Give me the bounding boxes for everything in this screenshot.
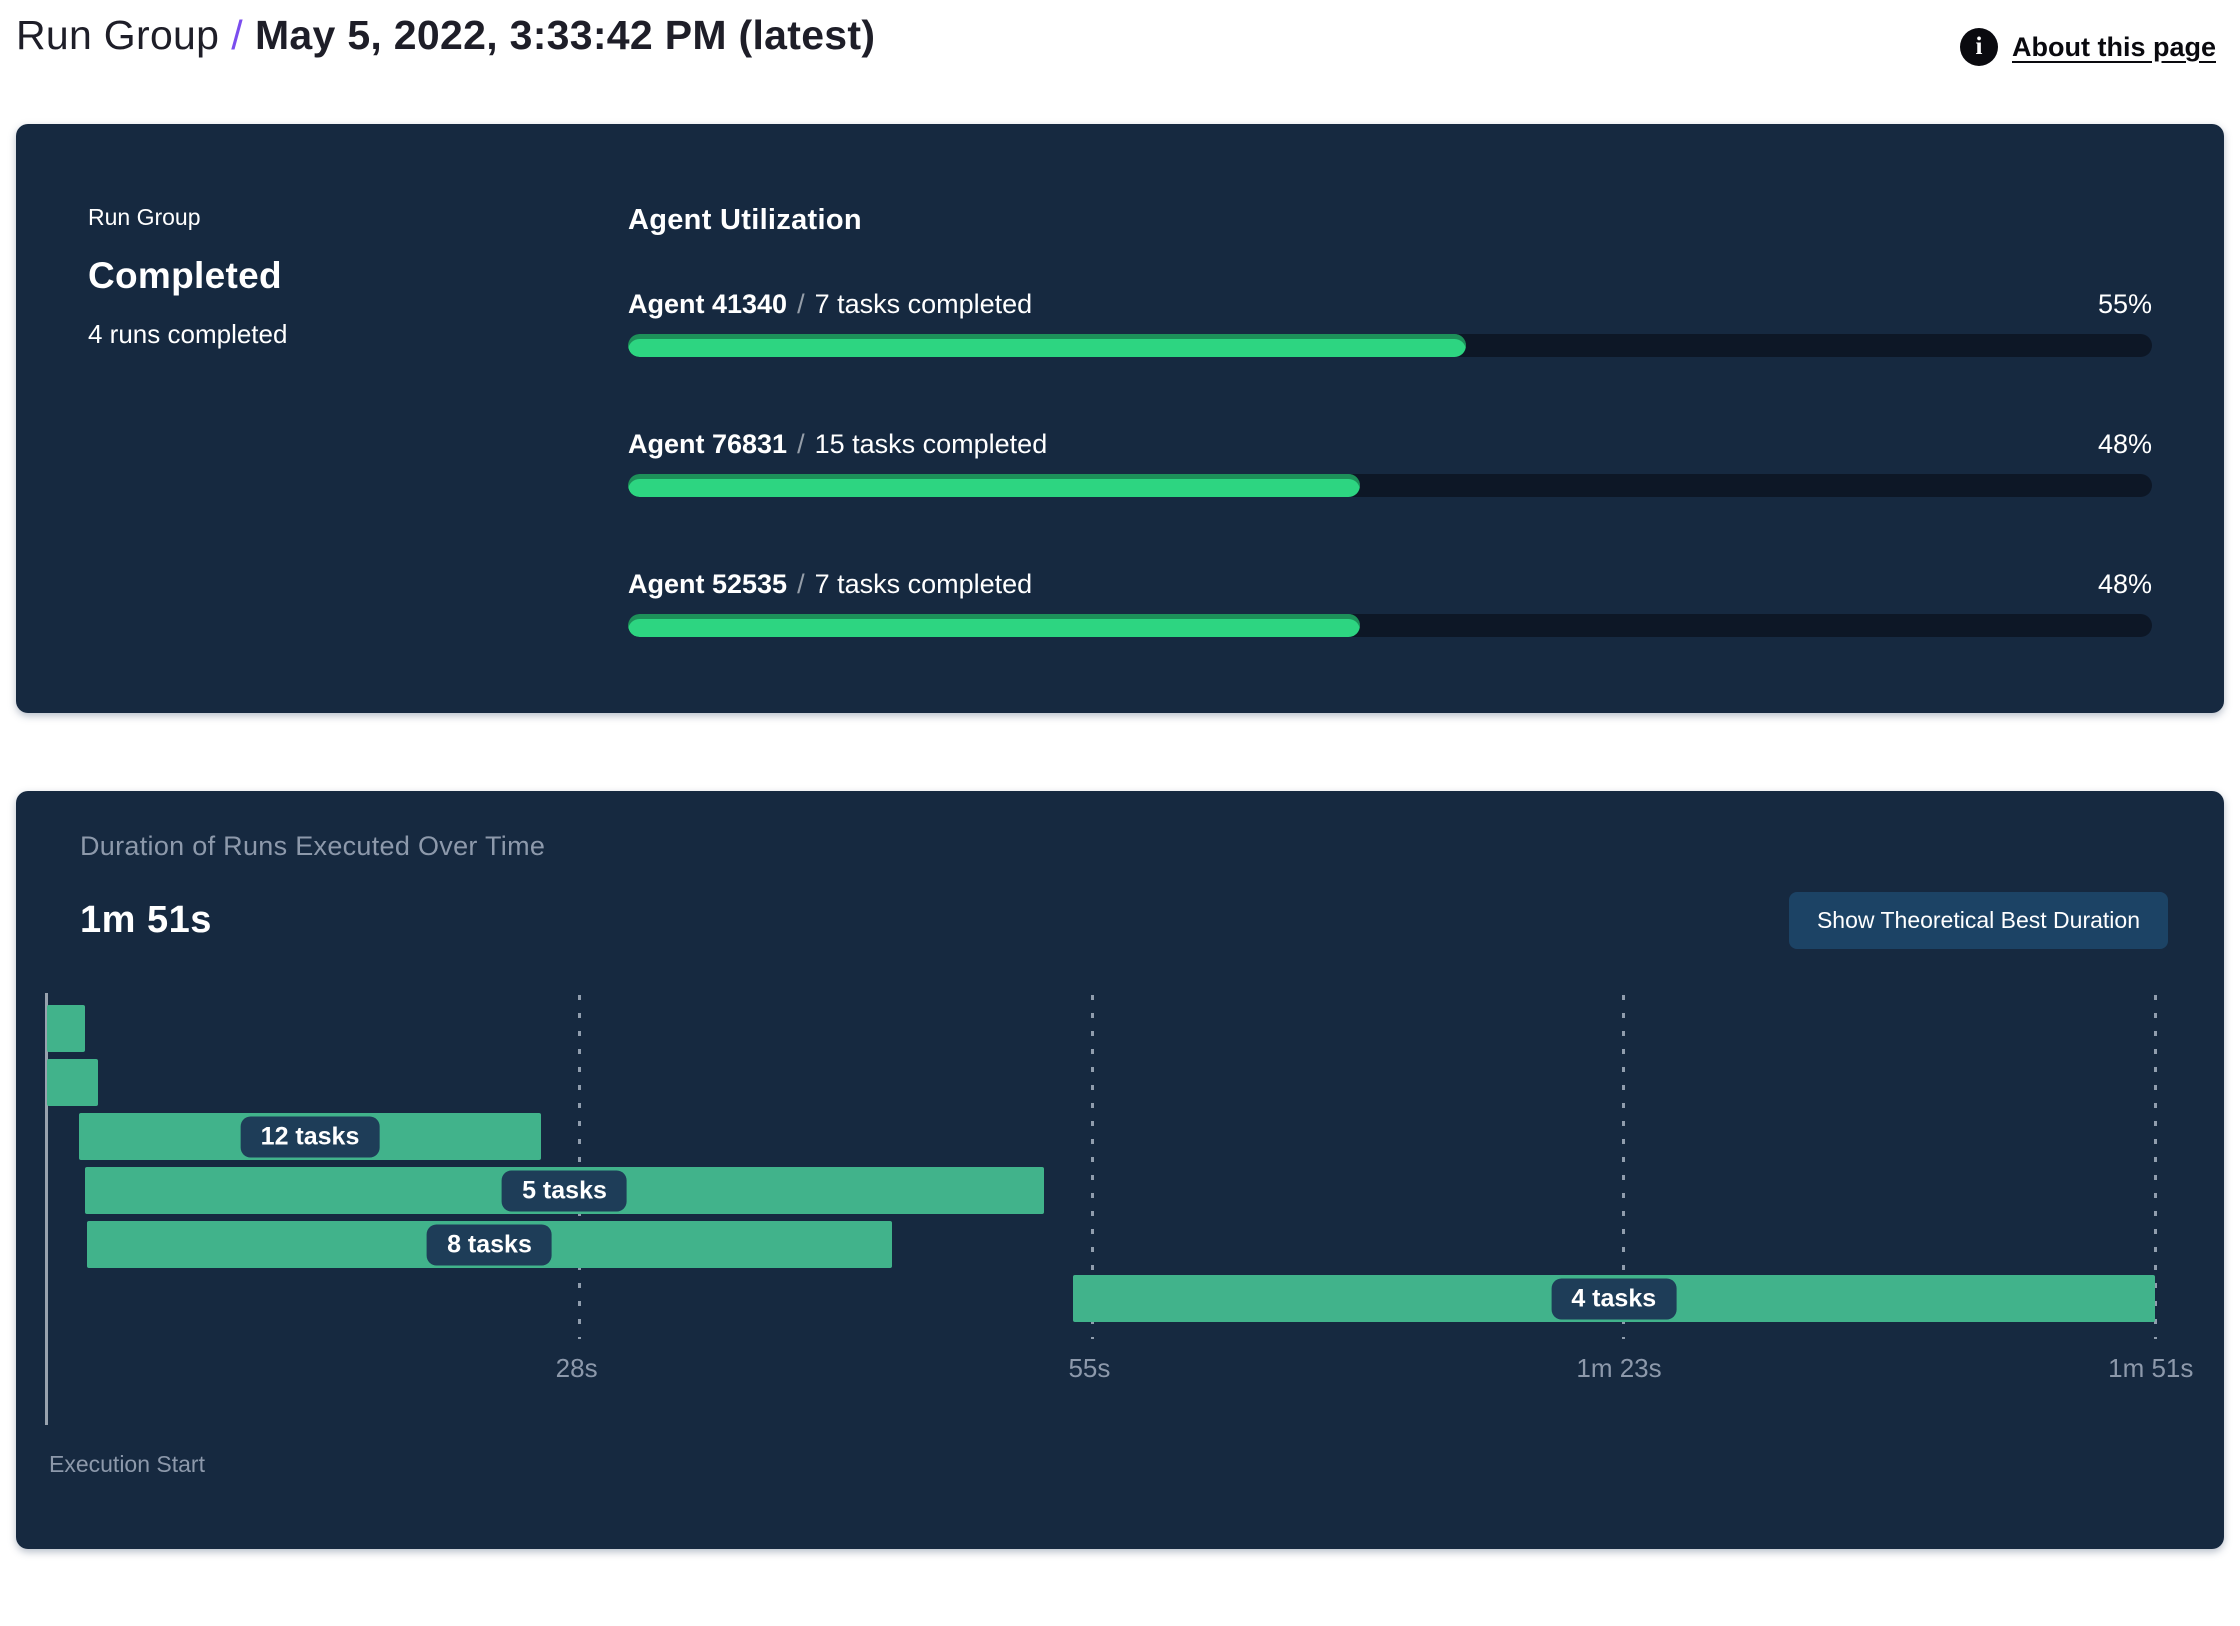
total-duration-value: 1m 51s — [80, 899, 212, 941]
agent-label-line: Agent 41340 / 7 tasks completed 55% — [628, 289, 2152, 320]
agent-utilization-title: Agent Utilization — [628, 204, 862, 236]
gantt-run-bar[interactable]: 5 tasks — [84, 1167, 1044, 1214]
agent-name-separator: / — [797, 569, 805, 599]
agent-description: Agent 41340 / 7 tasks completed — [628, 289, 1032, 320]
show-theoretical-best-duration-button[interactable]: Show Theoretical Best Duration — [1788, 892, 2168, 949]
agent-utilization-percent: 48% — [2097, 569, 2152, 599]
duration-header-row: 1m 51s Show Theoretical Best Duration — [80, 892, 2168, 949]
gantt-bar-task-count-label: 8 tasks — [427, 1224, 552, 1265]
agent-name: Agent 76831 — [628, 429, 788, 459]
agent-tasks-completed: 7 tasks completed — [814, 289, 1033, 319]
agent-utilization-percent: 48% — [2097, 429, 2152, 459]
gantt-axis-tick-label: 1m 51s — [2108, 1353, 2194, 1383]
agent-utilization-row: Agent 76831 / 15 tasks completed 48% — [628, 429, 2152, 497]
agent-utilization-percent: 55% — [2097, 289, 2152, 319]
execution-start-axis-line — [45, 993, 48, 1425]
agent-description: Agent 76831 / 15 tasks completed — [628, 429, 1047, 460]
agent-progress-fill — [628, 474, 1360, 497]
about-this-page-link[interactable]: About this page — [2012, 31, 2216, 62]
gantt-gridline — [1090, 995, 1094, 1339]
agent-progress-track — [628, 334, 2152, 357]
gantt-axis-tick-label: 28s — [555, 1353, 598, 1383]
page-header: Run Group / May 5, 2022, 3:33:42 PM (lates… — [0, 0, 2240, 66]
gantt-run-bar[interactable] — [47, 1005, 85, 1052]
agent-progress-fill — [628, 614, 1360, 637]
gantt-run-bar[interactable]: 8 tasks — [86, 1221, 893, 1268]
agent-utilization-row: Agent 52535 / 7 tasks completed 48% — [628, 569, 2152, 637]
gantt-run-bar[interactable]: 4 tasks — [1072, 1275, 2155, 1322]
gantt-run-bar[interactable] — [47, 1059, 99, 1106]
agent-tasks-completed: 7 tasks completed — [814, 569, 1033, 599]
gantt-bar-task-count-label: 5 tasks — [502, 1170, 627, 1211]
run-group-summary: Run Group Completed 4 runs completed — [88, 204, 628, 643]
gantt-gridline — [2154, 995, 2157, 1339]
duration-chart-title: Duration of Runs Executed Over Time — [80, 831, 546, 861]
agent-progress-track — [628, 614, 2152, 637]
agent-utilization-row: Agent 41340 / 7 tasks completed 55% — [628, 289, 2152, 357]
run-group-label: Run Group — [88, 204, 201, 230]
gantt-axis-tick-label: 1m 23s — [1576, 1353, 1662, 1383]
agent-progress-track — [628, 474, 2152, 497]
agent-name: Agent 52535 — [628, 569, 788, 599]
agent-label-line: Agent 52535 / 7 tasks completed 48% — [628, 569, 2152, 600]
gantt-axis-tick-label: 55s — [1068, 1353, 1111, 1383]
gantt-plot: Execution Start 28s 55s 1m 23s 1m 51s 12 tas… — [45, 993, 2193, 1505]
agent-name-separator: / — [797, 429, 805, 459]
execution-start-label: Execution Start — [49, 1451, 205, 1477]
gantt-run-bar[interactable]: 12 tasks — [79, 1113, 541, 1160]
agent-name-separator: / — [797, 289, 805, 319]
agent-name: Agent 41340 — [628, 289, 788, 319]
breadcrumb-separator: / — [231, 12, 243, 58]
agent-utilization-section: Agent Utilization Agent 41340 / 7 tasks co… — [628, 204, 2152, 643]
info-icon[interactable]: i — [1960, 28, 1998, 66]
agent-label-line: Agent 76831 / 15 tasks completed 48% — [628, 429, 2152, 460]
run-group-panel: Run Group Completed 4 runs completed Age… — [16, 124, 2224, 713]
run-group-status: Completed — [88, 255, 282, 296]
agent-description: Agent 52535 / 7 tasks completed — [628, 569, 1032, 600]
page-title: May 5, 2022, 3:33:42 PM (latest) — [254, 12, 876, 58]
agent-tasks-completed: 15 tasks completed — [814, 429, 1048, 459]
duration-panel: Duration of Runs Executed Over Time 1m 5… — [16, 791, 2224, 1549]
breadcrumb-run-group[interactable]: Run Group — [16, 12, 220, 58]
gantt-bar-task-count-label: 12 tasks — [240, 1116, 380, 1157]
about-this-page[interactable]: i About this page — [1960, 28, 2216, 66]
agent-rows: Agent 41340 / 7 tasks completed 55% Agent … — [628, 289, 2152, 637]
gantt-bar-task-count-label: 4 tasks — [1551, 1278, 1677, 1319]
gantt-gridline — [1622, 995, 1626, 1339]
breadcrumb: Run Group / May 5, 2022, 3:33:42 PM (lates… — [16, 12, 875, 59]
agent-progress-fill — [628, 334, 1467, 357]
runs-completed-count: 4 runs completed — [88, 319, 288, 349]
